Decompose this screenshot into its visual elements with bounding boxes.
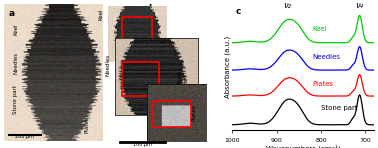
Text: ν₄: ν₄	[356, 1, 364, 10]
Text: Stone
part: Stone part	[178, 70, 189, 84]
Text: 200 μm: 200 μm	[15, 134, 34, 139]
Text: b: b	[148, 4, 154, 13]
Text: 100 μm: 100 μm	[133, 141, 152, 147]
Text: Plates: Plates	[191, 104, 196, 121]
Bar	[122, 17, 152, 54]
Text: Stone part: Stone part	[321, 105, 358, 111]
Text: Plates: Plates	[85, 116, 90, 133]
Text: Needles: Needles	[13, 52, 18, 74]
Text: ν₂: ν₂	[283, 1, 291, 10]
Text: a: a	[9, 9, 15, 17]
Text: Needles: Needles	[105, 54, 110, 77]
Text: Needles: Needles	[312, 54, 340, 60]
Bar	[153, 101, 191, 127]
Text: Keel: Keel	[99, 9, 104, 20]
Text: Stone part: Stone part	[13, 85, 18, 114]
Text: Plates: Plates	[312, 81, 333, 87]
X-axis label: Wavenumbers (cm⁻¹): Wavenumbers (cm⁻¹)	[266, 144, 341, 148]
Text: Keel: Keel	[13, 23, 18, 35]
Text: c: c	[235, 7, 241, 16]
Bar	[122, 62, 160, 96]
Text: Keel: Keel	[312, 26, 327, 32]
Y-axis label: Absorbance (a.u.): Absorbance (a.u.)	[225, 36, 231, 98]
